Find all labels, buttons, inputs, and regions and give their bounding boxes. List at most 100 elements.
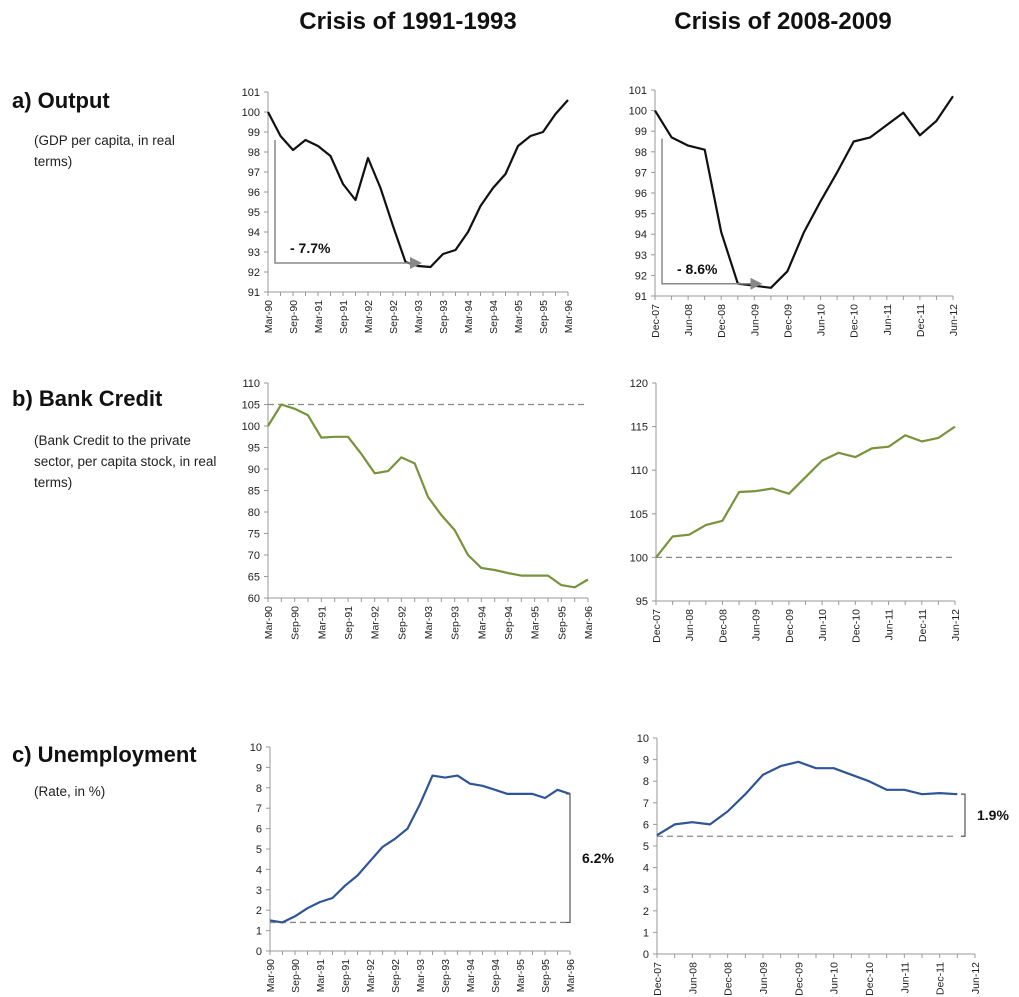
y-tick-label: 96: [635, 188, 647, 200]
y-tick-label: 7: [643, 798, 649, 810]
y-tick-label: 120: [630, 378, 648, 390]
y-tick-label: 2: [256, 905, 262, 917]
x-tick-label: Jun-10: [817, 609, 829, 641]
x-tick-label: Sep-92: [396, 606, 408, 640]
y-tick-label: 97: [248, 167, 260, 179]
x-tick-label: Sep-95: [540, 959, 552, 993]
y-tick-label: 95: [636, 596, 648, 608]
x-tick-label: Dec-09: [784, 609, 796, 643]
data-line: [269, 774, 571, 924]
x-tick-label: Sep-94: [488, 300, 500, 334]
x-tick-label: Sep-90: [290, 606, 302, 640]
drop-arrow: [661, 138, 763, 290]
y-tick-label: 1: [256, 926, 262, 938]
x-tick-label: Mar-91: [315, 959, 327, 992]
annotation: - 8.6%: [677, 261, 718, 277]
y-tick-label: 101: [242, 87, 260, 99]
x-tick-label: Dec-10: [849, 304, 861, 338]
x-tick-label: Jun-08: [684, 609, 696, 641]
y-tick-label: 98: [248, 147, 260, 159]
row-title: c) Unemployment: [12, 742, 197, 767]
x-tick-label: Dec-07: [650, 304, 662, 338]
drop-arrow: [274, 140, 422, 269]
y-tick-label: 0: [643, 949, 649, 961]
y-tick-label: 5: [256, 844, 262, 856]
x-tick-label: Dec-10: [850, 609, 862, 643]
y-tick-label: 100: [629, 106, 647, 118]
column-header: Crisis of 1991-1993: [299, 8, 517, 35]
y-tick-label: 3: [256, 885, 262, 897]
x-tick-label: Sep-93: [440, 959, 452, 993]
row-title: a) Output: [12, 88, 110, 113]
x-tick-label: Mar-92: [365, 959, 377, 992]
y-tick-label: 105: [242, 400, 260, 412]
x-tick-label: Mar-93: [415, 959, 427, 992]
x-tick-label: Mar-91: [313, 300, 325, 333]
x-tick-label: Sep-93: [450, 606, 462, 640]
bracket: [566, 793, 571, 924]
x-tick-label: Mar-96: [563, 300, 575, 333]
x-tick-label: Mar-90: [263, 300, 275, 333]
column-header: Crisis of 2008-2009: [674, 8, 892, 35]
x-tick-label: Jun-09: [758, 962, 770, 994]
x-tick-label: Sep-95: [556, 606, 568, 640]
x-tick-label: Mar-94: [465, 959, 477, 992]
x-tick-label: Mar-95: [530, 606, 542, 639]
x-tick-label: Jun-12: [970, 962, 982, 994]
y-tick-label: 115: [630, 422, 648, 434]
row-subtitle: (Rate, in %): [34, 784, 106, 799]
x-tick-label: Mar-92: [370, 606, 382, 639]
y-tick-label: 60: [248, 593, 260, 605]
x-tick-label: Jun-10: [816, 304, 828, 336]
x-tick-label: Sep-90: [288, 300, 300, 334]
annotation: - 7.7%: [290, 240, 331, 256]
bracket: [961, 793, 966, 837]
y-tick-label: 1: [643, 927, 649, 939]
y-tick-label: 10: [250, 742, 262, 754]
y-tick-label: 110: [630, 465, 648, 477]
x-tick-label: Jun-12: [950, 609, 962, 641]
y-tick-label: 8: [256, 783, 262, 795]
x-tick-label: Mar-96: [565, 959, 577, 992]
data-line: [654, 95, 954, 289]
x-tick-label: Dec-08: [716, 304, 728, 338]
y-tick-label: 7: [256, 803, 262, 815]
y-tick-label: 97: [635, 167, 647, 179]
y-tick-label: 99: [248, 127, 260, 139]
x-tick-label: Sep-90: [290, 959, 302, 993]
y-tick-label: 6: [256, 824, 262, 836]
y-tick-label: 9: [643, 755, 649, 767]
y-tick-label: 10: [637, 733, 649, 745]
x-tick-label: Mar-94: [463, 300, 475, 333]
x-tick-label: Mar-93: [423, 606, 435, 639]
y-tick-label: 8: [643, 776, 649, 788]
data-line: [655, 425, 956, 559]
x-tick-label: Mar-95: [515, 959, 527, 992]
y-tick-label: 96: [248, 187, 260, 199]
x-tick-label: Mar-96: [583, 606, 595, 639]
row-title: b) Bank Credit: [12, 386, 163, 411]
x-tick-label: Jun-11: [899, 962, 911, 993]
y-tick-label: 100: [242, 421, 260, 433]
x-tick-label: Dec-07: [652, 962, 664, 996]
x-tick-label: Sep-92: [390, 959, 402, 993]
y-tick-label: 95: [248, 207, 260, 219]
x-tick-label: Mar-93: [413, 300, 425, 333]
row-subtitle: (GDP per capita, in real terms): [34, 133, 175, 169]
y-tick-label: 9: [256, 762, 262, 774]
x-tick-label: Jun-08: [687, 962, 699, 994]
x-tick-label: Mar-91: [316, 606, 328, 639]
y-tick-label: 110: [242, 378, 260, 390]
y-tick-label: 65: [248, 572, 260, 584]
x-tick-label: Sep-94: [490, 959, 502, 993]
x-tick-label: Sep-92: [388, 300, 400, 334]
y-tick-label: 91: [635, 291, 647, 303]
y-tick-label: 5: [643, 841, 649, 853]
y-tick-label: 70: [248, 550, 260, 562]
y-tick-label: 80: [248, 507, 260, 519]
y-tick-label: 93: [248, 247, 260, 259]
x-tick-label: Dec-08: [723, 962, 735, 996]
x-tick-label: Sep-94: [503, 606, 515, 640]
y-tick-label: 92: [635, 270, 647, 282]
